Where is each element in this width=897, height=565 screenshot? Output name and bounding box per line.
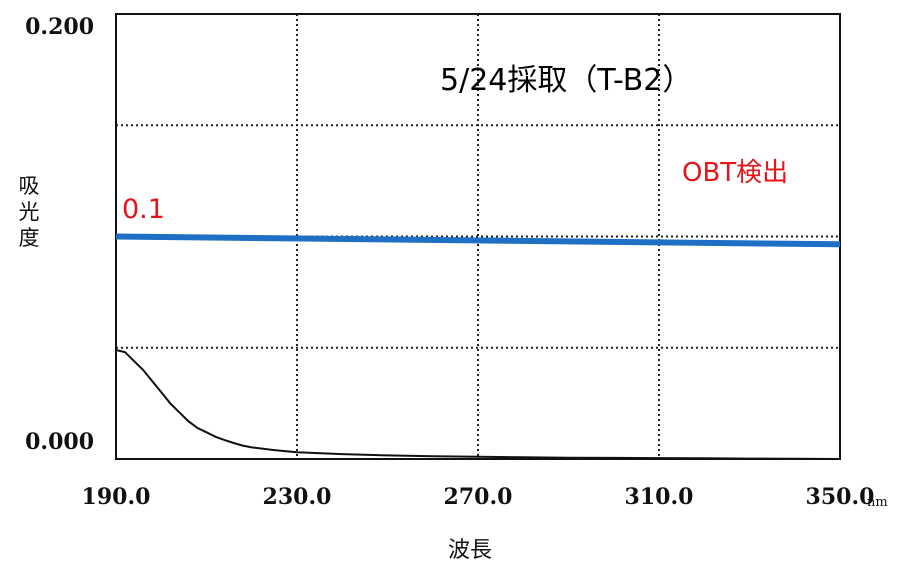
y-axis-label-char: 度 xyxy=(18,226,40,250)
reference-line-label: 0.1 xyxy=(122,194,165,225)
y-axis-label-char: 光 xyxy=(18,200,40,224)
y-axis-label-char: 吸 xyxy=(18,174,40,198)
y-tick-label: 0.200 xyxy=(25,14,94,40)
reference-line-0-1 xyxy=(115,233,841,248)
x-tick-label: 190.0 xyxy=(82,484,151,510)
x-tick-label: 310.0 xyxy=(625,484,694,510)
x-axis-label: 波長 xyxy=(447,538,492,563)
x-tick-label: 350.0 xyxy=(806,484,875,510)
chart-title: 5/24採取（T-B2） xyxy=(440,63,693,98)
y-tick-label: 0.000 xyxy=(25,429,94,455)
obt-detection-annotation: OBT検出 xyxy=(682,158,789,188)
x-axis-unit: nm xyxy=(867,495,888,510)
x-tick-label: 270.0 xyxy=(444,484,513,510)
x-tick-label: 230.0 xyxy=(263,484,332,510)
absorbance-series-line xyxy=(115,349,841,460)
